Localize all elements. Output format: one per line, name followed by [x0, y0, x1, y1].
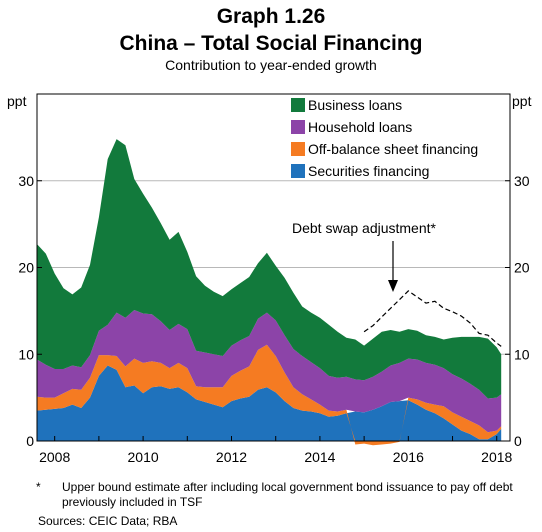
- legend-label-business: Business loans: [308, 97, 402, 113]
- plot-area: [37, 139, 510, 446]
- right-tick-label-0: 0: [514, 433, 522, 449]
- annotation-arrow-head: [388, 280, 398, 292]
- annotation-label: Debt swap adjustment*: [292, 220, 437, 236]
- securities-area: [37, 365, 502, 441]
- graph-title: Graph 1.26: [217, 5, 326, 28]
- x-tick-label-2014: 2014: [304, 449, 335, 465]
- sources: Sources: CEIC Data; RBA: [38, 514, 178, 528]
- legend-label-offbalance: Off-balance sheet financing: [308, 141, 478, 157]
- legend: Business loans Household loans Off-balan…: [291, 97, 478, 179]
- x-tick-label-2010: 2010: [128, 449, 159, 465]
- x-tick-label-2018: 2018: [481, 449, 512, 465]
- legend-swatch-securities: [291, 164, 305, 178]
- chart: Graph 1.26 China – Total Social Financin…: [7, 5, 532, 465]
- axes: 0 0 10 10 20 20 30 30 2008 2010 2012 2014 2016 2018: [18, 173, 529, 465]
- x-tick-label-2008: 2008: [39, 449, 70, 465]
- footnote: Upper bound estimate after including loc…: [62, 480, 513, 509]
- legend-swatch-household: [291, 120, 305, 134]
- x-tick-label-2016: 2016: [393, 449, 424, 465]
- legend-label-household: Household loans: [308, 119, 412, 135]
- left-tick-label-20: 20: [18, 260, 34, 276]
- left-tick-label-10: 10: [18, 346, 34, 362]
- right-unit-label: ppt: [512, 93, 532, 109]
- footnote-marker: *: [36, 480, 41, 494]
- legend-swatch-business: [291, 98, 305, 112]
- chart-subtitle: Contribution to year-ended growth: [165, 57, 377, 73]
- right-tick-label-10: 10: [514, 346, 530, 362]
- business-area: [37, 139, 502, 399]
- legend-swatch-offbalance: [291, 142, 305, 156]
- left-unit-label: ppt: [7, 93, 27, 109]
- right-tick-label-30: 30: [514, 173, 530, 189]
- right-tick-label-20: 20: [514, 260, 530, 276]
- offbalance-area: [37, 344, 502, 446]
- legend-label-securities: Securities financing: [308, 163, 429, 179]
- left-tick-label-30: 30: [18, 173, 34, 189]
- x-tick-label-2012: 2012: [216, 449, 247, 465]
- left-tick-label-0: 0: [26, 433, 34, 449]
- chart-title: China – Total Social Financing: [120, 32, 423, 55]
- debt-swap-upper-bound-line: [363, 290, 502, 347]
- household-area: [37, 310, 502, 433]
